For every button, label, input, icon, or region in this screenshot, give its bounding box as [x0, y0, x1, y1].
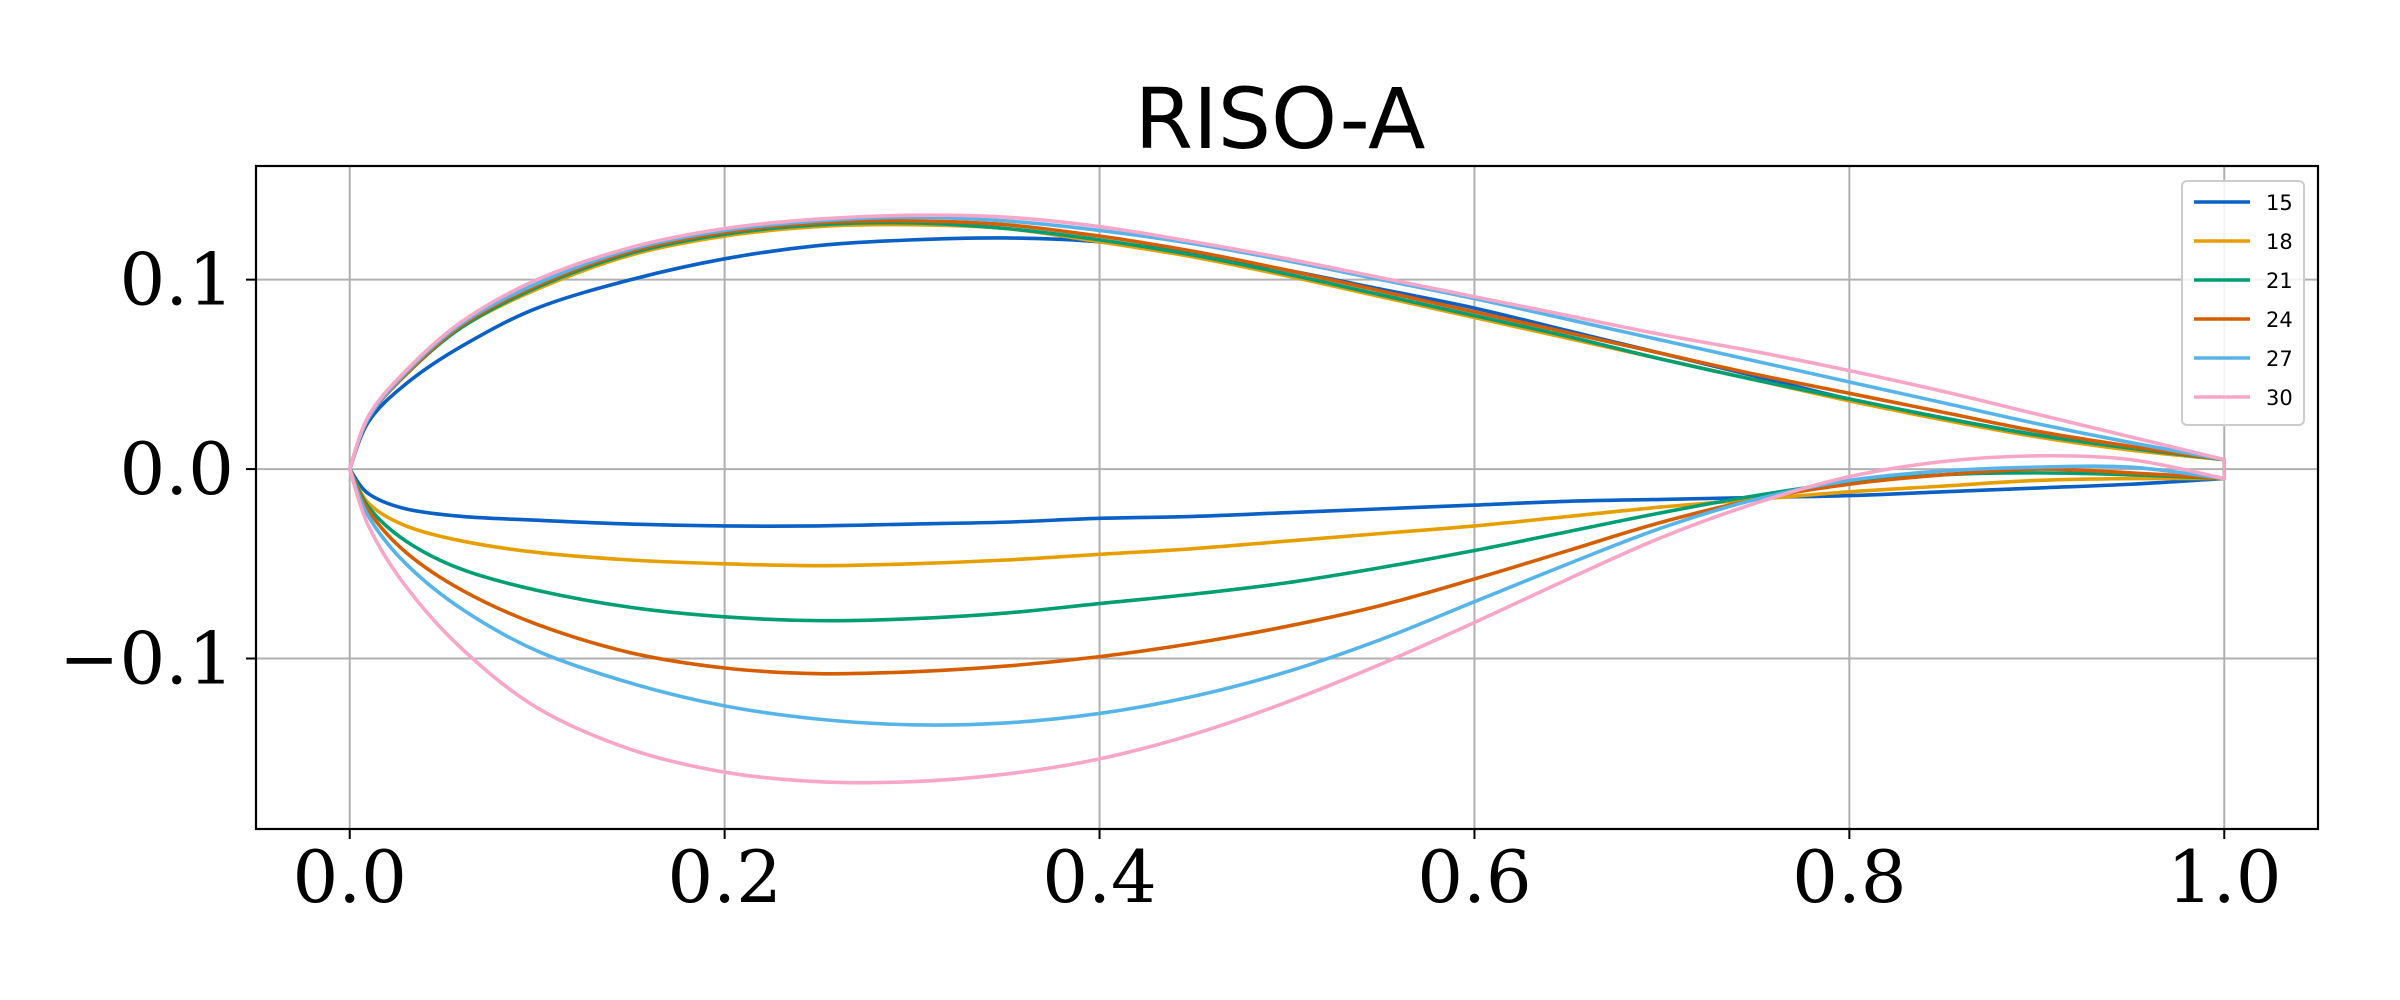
series-30-lower-line [347, 453, 2227, 785]
legend-label: 21 [2266, 269, 2293, 293]
x-tick-label: 0.0 [292, 835, 407, 919]
legend: 15 18 21 24 27 30 [2181, 180, 2305, 426]
legend-label: 30 [2266, 386, 2293, 410]
y-tick-label: −0.1 [59, 617, 234, 701]
x-tick-label: 0.4 [1042, 835, 1157, 919]
grid [256, 166, 2318, 829]
x-tick-label: 0.6 [1417, 835, 1532, 919]
x-tick-label: 0.2 [667, 835, 782, 919]
x-tick-label: 0.8 [1792, 835, 1907, 919]
series-27-lower-line [347, 464, 2227, 727]
y-tick-label: 0.1 [119, 238, 234, 322]
series-18-lower-line [347, 467, 2227, 568]
x-tick-label: 1.0 [2167, 835, 2282, 919]
y-axis: 0.1 0.0 −0.1 [59, 238, 256, 701]
series-layer [347, 213, 2227, 785]
x-axis: 0.0 0.2 0.4 0.6 0.8 1.0 [292, 829, 2282, 919]
legend-label: 15 [2266, 191, 2293, 215]
legend-label: 27 [2266, 347, 2293, 371]
plot-frame [254, 164, 2320, 831]
chart-title: RISO-A [1135, 70, 1426, 168]
legend-label: 24 [2266, 308, 2293, 332]
series-30-upper-line [347, 213, 2227, 471]
y-tick-label: 0.0 [119, 427, 234, 511]
legend-label: 18 [2266, 230, 2293, 254]
series-15-lower-line [347, 467, 2227, 528]
series-24-lower-line [347, 467, 2227, 676]
